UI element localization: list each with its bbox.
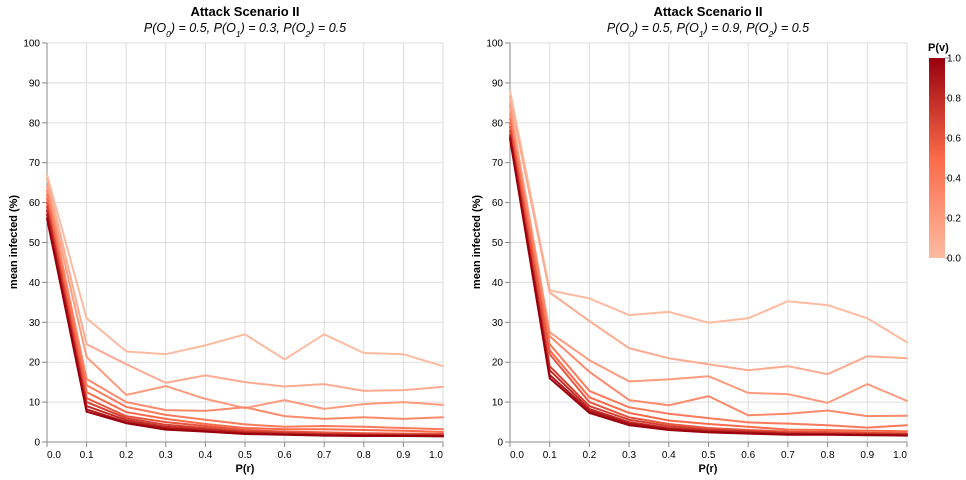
x-tick-label: 1.0 (893, 450, 907, 461)
grid (509, 42, 908, 443)
legend-tick-label: 0.0 (947, 254, 961, 265)
series-line (46, 193, 444, 431)
x-tick-label: 0.3 (622, 450, 636, 461)
series-line (509, 137, 908, 437)
y-tick-label: 70 (492, 158, 504, 169)
legend-tick-label: 0.4 (947, 174, 961, 185)
series-line (46, 217, 444, 438)
x-tick-label: 0.3 (159, 450, 173, 461)
x-tick-label: 0.6 (741, 450, 755, 461)
chart-subtitle: P(O0) = 0.5, P(O1) = 0.9, P(O2) = 0.5 (607, 21, 809, 39)
y-tick-label: 10 (492, 398, 504, 409)
series-line (46, 197, 444, 433)
series-lines (509, 89, 908, 437)
legend-title: P(v) (928, 42, 949, 54)
x-tick-label: 0.7 (781, 450, 795, 461)
series-line (46, 201, 444, 435)
x-tick-label: 0.4 (662, 450, 676, 461)
x-tick-label: 0.1 (80, 450, 94, 461)
x-tick-label: 0.9 (860, 450, 874, 461)
legend-gradient-bar (929, 58, 945, 258)
legend-tick-label: 0.6 (947, 134, 961, 145)
y-tick-label: 30 (492, 318, 504, 329)
y-tick-label: 60 (492, 198, 504, 209)
color-legend: P(v) 1.0 0.8 0.6 0.4 0.2 0.0 (928, 42, 961, 265)
x-tick-label: 0.2 (582, 450, 596, 461)
x-tick-label: 0.8 (357, 450, 371, 461)
y-tick-label: 50 (29, 238, 41, 249)
y-tick-label: 60 (29, 198, 41, 209)
x-tick-label: 0.4 (198, 450, 212, 461)
y-tick-label: 80 (492, 118, 504, 129)
legend-tick-label: 0.2 (947, 214, 961, 225)
y-tick-label: 30 (29, 318, 41, 329)
chart-panel-right: Attack Scenario II P(O0) = 0.5, P(O1) = … (471, 4, 908, 475)
y-tick-label: 80 (29, 118, 41, 129)
series-line (46, 189, 444, 420)
y-tick-label: 90 (492, 78, 504, 89)
series-line (509, 125, 908, 435)
x-tick-label: 0.5 (702, 450, 716, 461)
y-tick-label: 100 (486, 39, 503, 50)
axis-ticks: 0 10 20 30 40 50 60 70 80 90 100 0.0 0.1 0.2 0.3 0.4 0.5… (23, 39, 444, 461)
x-tick-label: 0.7 (317, 450, 331, 461)
chart-title: Attack Scenario II (190, 4, 299, 19)
y-tick-label: 20 (492, 358, 504, 369)
y-tick-label: 0 (34, 438, 40, 449)
chart-panel-left: Attack Scenario II P(O0) = 0.5, P(O1) = … (8, 4, 444, 475)
chart-title: Attack Scenario II (653, 4, 762, 19)
x-tick-label: 1.0 (429, 450, 443, 461)
x-tick-label: 0.0 (47, 450, 61, 461)
x-tick-label: 0.1 (543, 450, 557, 461)
series-line (509, 117, 908, 429)
chart-subtitle: P(O0) = 0.5, P(O1) = 0.3, P(O2) = 0.5 (144, 21, 346, 39)
series-line (509, 121, 908, 433)
series-line (509, 113, 908, 418)
y-tick-label: 10 (29, 398, 41, 409)
y-tick-label: 20 (29, 358, 41, 369)
y-tick-label: 100 (23, 39, 40, 50)
series-line (509, 89, 908, 344)
y-tick-label: 40 (492, 278, 504, 289)
legend-ticks: 1.0 0.8 0.6 0.4 0.2 0.0 (945, 54, 961, 265)
x-tick-label: 0.9 (396, 450, 410, 461)
y-axis-title: mean infected (%) (8, 195, 20, 289)
y-tick-label: 0 (497, 438, 503, 449)
y-tick-label: 70 (29, 158, 41, 169)
x-tick-label: 0.5 (238, 450, 252, 461)
x-tick-label: 0.8 (821, 450, 835, 461)
legend-tick-label: 0.8 (947, 94, 961, 105)
series-line (509, 97, 908, 376)
series-line (509, 105, 908, 404)
y-axis-title: mean infected (%) (471, 195, 483, 289)
x-tick-label: 0.2 (119, 450, 133, 461)
series-lines (46, 173, 444, 438)
y-tick-label: 50 (492, 238, 504, 249)
x-tick-label: 0.6 (278, 450, 292, 461)
x-axis-title: P(r) (699, 463, 718, 475)
series-line (46, 173, 444, 368)
series-line (46, 177, 444, 392)
y-tick-label: 40 (29, 278, 41, 289)
x-axis-title: P(r) (236, 463, 255, 475)
legend-tick-label: 1.0 (947, 54, 961, 65)
y-tick-label: 90 (29, 78, 41, 89)
x-tick-label: 0.0 (510, 450, 524, 461)
